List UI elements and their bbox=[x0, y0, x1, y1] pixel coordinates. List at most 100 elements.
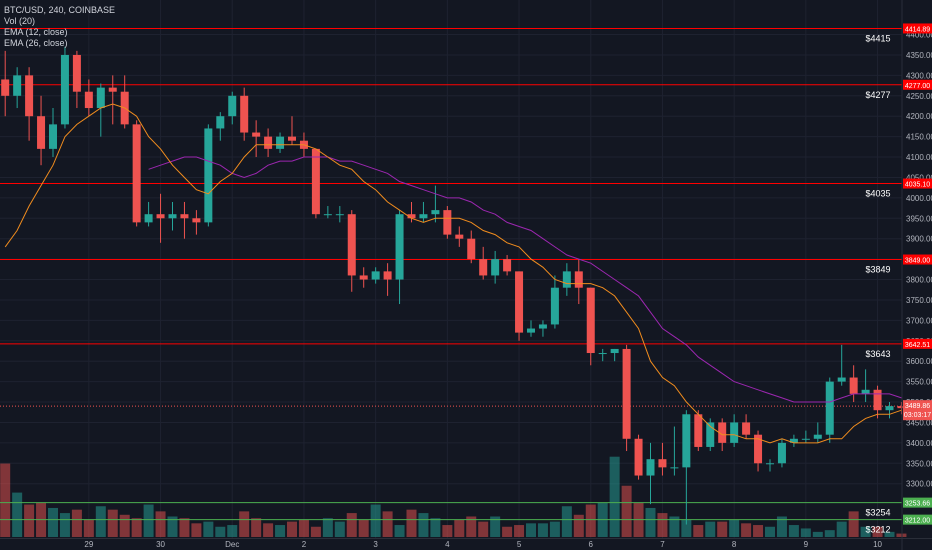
y-tick-label: 4000.00 bbox=[906, 194, 932, 203]
volume-bar bbox=[681, 519, 692, 537]
volume-bar bbox=[573, 514, 584, 537]
price-level-label: $3254 bbox=[865, 508, 890, 518]
time-axis[interactable]: 2930Dec234567891011 bbox=[0, 538, 932, 550]
volume-bar bbox=[884, 531, 895, 537]
candle-body bbox=[60, 54, 69, 125]
volume-bar bbox=[83, 519, 94, 537]
candle-body bbox=[479, 259, 488, 276]
candle-body bbox=[491, 259, 500, 276]
candle-body bbox=[395, 214, 404, 280]
candle-body bbox=[228, 95, 237, 117]
volume-bar bbox=[621, 485, 632, 537]
candle-body bbox=[742, 422, 751, 435]
y-tick-label: 3450.00 bbox=[906, 418, 932, 427]
volume-bar bbox=[287, 521, 297, 537]
volume-bar bbox=[537, 523, 548, 537]
candle-body bbox=[801, 438, 810, 440]
volume-bar bbox=[0, 463, 11, 537]
candle-body bbox=[825, 381, 834, 435]
candle-body bbox=[730, 422, 739, 443]
volume-bar bbox=[526, 523, 536, 537]
y-tick-label: 4100.00 bbox=[906, 153, 932, 162]
last-price-badge-label: 3489.86 bbox=[905, 403, 930, 410]
candle-body bbox=[646, 459, 655, 476]
x-tick-label: 30 bbox=[156, 540, 165, 549]
candle-body bbox=[359, 275, 368, 280]
candle-body bbox=[527, 328, 535, 333]
candle-body bbox=[682, 414, 691, 468]
volume-bar bbox=[753, 525, 764, 537]
price-badge-label: 3849.00 bbox=[905, 258, 930, 265]
candle-body bbox=[718, 422, 727, 443]
candle-body bbox=[216, 116, 225, 129]
volume-bar bbox=[693, 525, 704, 537]
volume-bar bbox=[394, 525, 405, 537]
y-tick-label: 3800.00 bbox=[906, 276, 932, 285]
candle-body bbox=[634, 438, 643, 476]
candle-body bbox=[407, 214, 416, 219]
volume-bar bbox=[24, 504, 35, 537]
volume-bar bbox=[430, 518, 441, 537]
y-tick-label: 4150.00 bbox=[906, 133, 932, 142]
volume-bars bbox=[0, 456, 907, 537]
ema26-indicator-label[interactable]: EMA (26, close) bbox=[4, 38, 68, 48]
volume-bar bbox=[382, 511, 393, 537]
x-tick-label: 10 bbox=[873, 540, 882, 549]
x-tick-label: 5 bbox=[517, 540, 522, 549]
candles bbox=[1, 46, 906, 525]
volume-bar bbox=[729, 519, 740, 537]
volume-bar bbox=[848, 511, 859, 537]
candle-body bbox=[168, 214, 177, 219]
price-badge bbox=[903, 23, 932, 34]
volume-bar bbox=[585, 504, 596, 537]
volume-bar bbox=[406, 509, 417, 537]
y-tick-label: 3550.00 bbox=[906, 378, 932, 387]
volume-bar bbox=[741, 523, 752, 537]
candle-body bbox=[885, 406, 894, 411]
price-axis[interactable]: 3300.003350.003400.003450.003500.003550.… bbox=[901, 0, 932, 550]
candle-body bbox=[766, 463, 774, 465]
ema12-line bbox=[4, 103, 902, 444]
candle-body bbox=[789, 438, 798, 443]
volume-bar bbox=[48, 507, 58, 537]
price-badge bbox=[903, 79, 932, 90]
volume-bar bbox=[334, 521, 345, 537]
candle-body bbox=[371, 271, 380, 280]
volume-bar bbox=[765, 526, 775, 537]
candle-body bbox=[264, 136, 273, 149]
volume-bar bbox=[549, 521, 560, 537]
price-level-label: $4035 bbox=[865, 189, 890, 199]
ema12-indicator-label[interactable]: EMA (12, close) bbox=[4, 27, 68, 37]
volume-bar bbox=[836, 521, 847, 537]
symbol-label[interactable]: BTC/USD, 240, COINBASE bbox=[4, 5, 116, 15]
x-tick-label: 2 bbox=[302, 540, 307, 549]
candle-body bbox=[849, 377, 858, 394]
price-badge-label: 4035.10 bbox=[905, 182, 930, 189]
y-tick-label: 4350.00 bbox=[906, 51, 932, 60]
volume-bar bbox=[669, 516, 680, 537]
candle-body bbox=[861, 389, 870, 394]
candle-body bbox=[622, 348, 631, 439]
candle-body bbox=[610, 348, 619, 354]
volume-bar bbox=[155, 511, 166, 537]
candle-body bbox=[37, 116, 46, 149]
y-tick-label: 4200.00 bbox=[906, 112, 932, 121]
price-level-label: $3643 bbox=[865, 349, 890, 359]
volume-indicator-label[interactable]: Vol (20) bbox=[4, 16, 36, 26]
volume-bar bbox=[239, 511, 250, 537]
candle-body bbox=[837, 377, 846, 382]
chart-legend: BTC/USD, 240, COINBASE Vol (20) EMA (12,… bbox=[4, 5, 115, 49]
candle-body bbox=[873, 389, 882, 411]
volume-bar bbox=[478, 521, 489, 537]
candle-body bbox=[503, 259, 512, 272]
candle-body bbox=[108, 87, 117, 92]
volume-bar bbox=[298, 519, 309, 537]
candle-body bbox=[515, 271, 524, 333]
y-tick-label: 3350.00 bbox=[906, 459, 932, 468]
candle-body bbox=[550, 287, 559, 325]
price-badge-label: 3642.51 bbox=[905, 342, 930, 349]
volume-bar bbox=[310, 526, 321, 537]
volume-bar bbox=[896, 533, 907, 537]
volume-bar bbox=[131, 518, 142, 537]
